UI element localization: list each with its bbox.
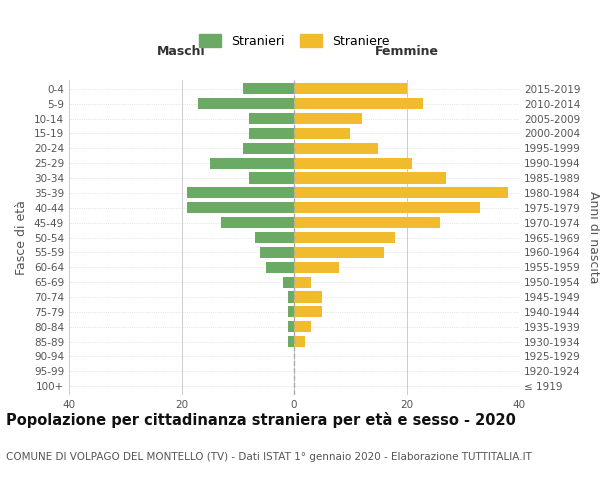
- Bar: [244, 143, 294, 154]
- Bar: [221, 217, 294, 228]
- Bar: [294, 262, 339, 273]
- Bar: [249, 113, 294, 124]
- Bar: [294, 292, 322, 302]
- Bar: [187, 202, 294, 213]
- Bar: [294, 247, 384, 258]
- Bar: [294, 172, 446, 184]
- Bar: [294, 232, 395, 243]
- Bar: [254, 232, 294, 243]
- Text: Popolazione per cittadinanza straniera per età e sesso - 2020: Popolazione per cittadinanza straniera p…: [6, 412, 516, 428]
- Bar: [294, 217, 440, 228]
- Bar: [294, 128, 350, 139]
- Y-axis label: Anni di nascita: Anni di nascita: [587, 191, 600, 284]
- Legend: Stranieri, Straniere: Stranieri, Straniere: [199, 34, 389, 48]
- Bar: [199, 98, 294, 110]
- Bar: [294, 276, 311, 287]
- Bar: [294, 84, 407, 94]
- Y-axis label: Fasce di età: Fasce di età: [16, 200, 28, 275]
- Text: COMUNE DI VOLPAGO DEL MONTELLO (TV) - Dati ISTAT 1° gennaio 2020 - Elaborazione : COMUNE DI VOLPAGO DEL MONTELLO (TV) - Da…: [6, 452, 532, 462]
- Text: Maschi: Maschi: [157, 45, 206, 58]
- Bar: [289, 306, 294, 318]
- Bar: [294, 158, 412, 169]
- Text: Femmine: Femmine: [374, 45, 439, 58]
- Bar: [283, 276, 294, 287]
- Bar: [266, 262, 294, 273]
- Bar: [289, 336, 294, 347]
- Bar: [260, 247, 294, 258]
- Bar: [294, 143, 379, 154]
- Bar: [294, 321, 311, 332]
- Bar: [249, 128, 294, 139]
- Bar: [249, 172, 294, 184]
- Bar: [294, 98, 424, 110]
- Bar: [294, 188, 508, 198]
- Bar: [294, 113, 361, 124]
- Bar: [294, 202, 479, 213]
- Bar: [244, 84, 294, 94]
- Bar: [289, 321, 294, 332]
- Bar: [187, 188, 294, 198]
- Bar: [294, 336, 305, 347]
- Bar: [289, 292, 294, 302]
- Bar: [209, 158, 294, 169]
- Bar: [294, 306, 322, 318]
